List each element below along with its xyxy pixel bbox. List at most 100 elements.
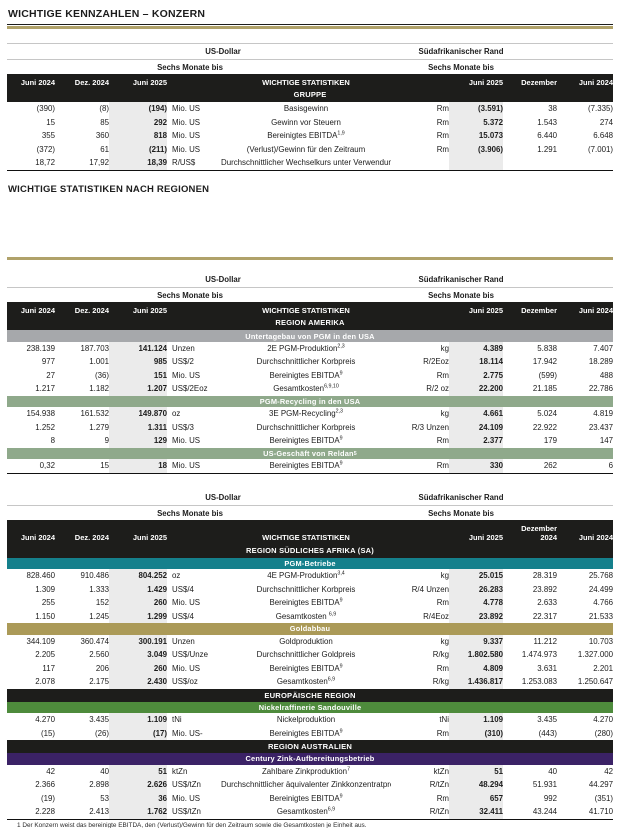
usd-jun2025-value: 129	[109, 434, 167, 448]
rand-unit-cell: Rm	[436, 663, 449, 673]
usd-jun2024-value: 2.228	[35, 807, 55, 816]
rand-unit-cell: Rm	[436, 117, 449, 127]
rand-jun2024-value: 1.327.000	[577, 650, 613, 659]
rand-unit-cell: R/kg	[432, 650, 449, 659]
section-band: Goldabbau	[7, 623, 613, 635]
usd-unit-cell: Mio. US	[172, 663, 201, 673]
usd-dez2024-value: 2.175	[89, 677, 109, 686]
statistic-label-cell: Durchschnittlicher Korbpreis	[256, 584, 356, 594]
rand-jun2025-value: 1.802.580	[449, 648, 503, 662]
usd-dez2024-value: 1.333	[89, 584, 109, 594]
rand-jun2025-value: 2.775	[449, 368, 503, 383]
table-row: 1.150 1.245 1.299 US$/4 Gesamtkosten 6,9 R/4E…	[7, 609, 613, 623]
usd-unit-cell: US$/oz	[172, 677, 198, 686]
statistic-label-cell: Bereinigtes EBITDA9	[269, 597, 343, 607]
usd-dez2024-value: (26)	[94, 728, 109, 738]
table-row: (372) 61 (211) Mio. US (Verlust)/Gewinn für …	[7, 142, 613, 157]
statistic-label-cell: Gewinn vor Steuern	[271, 117, 341, 127]
usd-dez2024-value: 15	[100, 461, 109, 471]
rand-jun2024-value: 147	[599, 436, 613, 446]
rand-dez-value: 43.244	[532, 807, 557, 816]
header-title: WICHTIGE STATISTIKEN	[262, 305, 350, 315]
usd-jun2025-value: 1.429	[109, 582, 167, 596]
rand-jun2024-value: 274	[599, 117, 613, 127]
statistic-label-cell: Gesamtkosten6,9	[276, 806, 336, 816]
regions-heading: WICHTIGE STATISTIKEN NACH REGIONEN	[8, 183, 210, 195]
header-subtitle: REGION AMERIKA	[275, 318, 345, 328]
usd-jun2024-value: 154.938	[26, 409, 55, 419]
usd-unit-cell: oz	[172, 571, 181, 580]
six-months-row: Sechs Monate bis Sechs Monate bis	[7, 288, 613, 302]
statistic-label-cell: Bereinigtes EBITDA9	[269, 662, 343, 673]
usd-unit-cell: Unzen	[172, 636, 195, 646]
statistic-label-cell: Goldproduktion	[279, 636, 333, 646]
section-band: EUROPÄISCHE REGION	[7, 688, 613, 702]
statistic-label-cell: Nickelproduktion	[276, 715, 336, 724]
usd-jun2025-value: (194)	[109, 102, 167, 116]
section-band: Untertagebau von PGM in den USA	[7, 330, 613, 342]
rand-dez-value: 38	[548, 104, 557, 114]
usd-unit-cell: Mio. US-	[172, 728, 203, 738]
usd-jun2024-value: (15)	[40, 728, 55, 738]
rand-jun2025-value: (3.906)	[449, 142, 503, 157]
rand-jun2024-value: 44.297	[588, 780, 613, 789]
usd-unit-cell: US$/tZn	[172, 780, 201, 789]
title-rule-black	[7, 24, 613, 25]
usd-jun2024-value: 1.150	[35, 611, 55, 621]
usd-jun2025-value: 51	[109, 764, 167, 778]
table-row: 1.252 1.279 1.311 US$/3 Durchschnittlicher K…	[7, 420, 613, 435]
usd-jun2024-value: 8	[50, 436, 55, 446]
rand-jun2024-value: 4.270	[593, 715, 613, 724]
table-row: 4.270 3.435 1.109 tNi Nickelproduktion tNi 1.1…	[7, 713, 613, 727]
usd-jun2025-value: 149.870	[109, 407, 167, 421]
usd-dez2024-value: 1.182	[89, 384, 109, 394]
section-band: US-Geschäft von Reldan 5	[7, 447, 613, 460]
usd-unit-cell: oz	[172, 409, 181, 419]
rand-unit-cell: R/kg	[432, 677, 449, 686]
table-row: 344.109 360.474 300.191 Unzen Goldproduktion…	[7, 634, 613, 648]
statistic-label-cell: Bereinigtes EBITDA9	[269, 435, 343, 446]
rand-jun2025-value: 48.294	[449, 778, 503, 792]
usd-unit-cell: Mio. US	[172, 370, 201, 380]
usd-jun2025-value: 985	[109, 355, 167, 369]
rand-jun2025-value: 330	[449, 459, 503, 473]
usd-unit-cell: Unzen	[172, 343, 195, 353]
superscript-note: 2,3	[337, 343, 345, 350]
statistic-label-cell: Durchschnittlicher Korbpreis	[256, 357, 356, 367]
rand-jun2025-value: 2.377	[449, 434, 503, 448]
usd-jun2025-value: 818	[109, 129, 167, 143]
rand-dez-value: 6.440	[537, 131, 557, 141]
usd-jun2025-value: 18	[109, 459, 167, 473]
six-months-label: Sechs Monate bis	[157, 63, 223, 72]
rand-dez-value: 28.319	[532, 571, 557, 580]
statistic-label-cell: Durchschnittlicher Wechselkurs unter Ver…	[221, 158, 391, 168]
superscript-note: 6,9	[327, 806, 336, 813]
rand-header-label: Südafrikanischer Rand	[418, 492, 504, 502]
usd-dez2024-value: 2.898	[89, 780, 109, 789]
usd-unit-cell: Mio. US	[172, 104, 201, 114]
table-row: 154.938 161.532 149.870 oz 3E PGM-Recycling2…	[7, 407, 613, 421]
header-date-cell: Juni 2024	[20, 533, 55, 543]
rand-unit-cell: Rm	[436, 793, 449, 803]
rand-jun2024-value: 6	[608, 461, 613, 471]
header-date-cell: Dez. 2024	[74, 533, 109, 543]
usd-jun2025-value: 141.124	[109, 341, 167, 356]
usd-jun2025-value: 151	[109, 368, 167, 383]
rand-jun2024-value: 23.437	[588, 422, 613, 432]
six-months-label: Sechs Monate bis	[157, 290, 223, 300]
usd-jun2025-value: 36	[109, 791, 167, 805]
usd-unit-cell: US$/3	[172, 422, 194, 432]
statistic-label-cell: Durchschnittlicher Goldpreis	[256, 650, 356, 659]
rand-unit-cell: ktZn	[433, 766, 449, 776]
usd-unit-cell: Mio. US	[172, 117, 201, 127]
header-date-cell: Dez. 2024	[74, 305, 109, 315]
six-months-row: Sechs Monate bis Sechs Monate bis	[7, 60, 613, 74]
usd-unit-cell: Mio. US	[172, 598, 201, 607]
usd-jun2024-value: 1.252	[35, 422, 55, 432]
usd-dez2024-value: 206	[95, 663, 109, 673]
rand-dez-value: 3.631	[537, 663, 557, 673]
table-bottom-rule	[7, 818, 613, 820]
rand-unit-cell: R/3 Unzen	[411, 422, 449, 432]
rand-jun2025-value: 24.109	[449, 420, 503, 435]
table-row: 15 85 292 Mio. US Gewinn vor Steuern Rm 5.372 1…	[7, 115, 613, 130]
